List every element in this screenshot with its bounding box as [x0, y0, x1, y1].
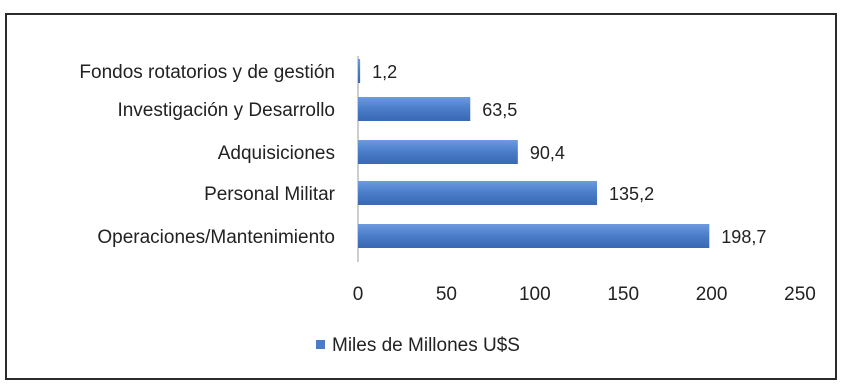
data-label: 90,4 [530, 143, 565, 163]
data-label: 63,5 [482, 100, 517, 120]
x-tick-label: 50 [436, 284, 457, 305]
x-tick-label: 200 [696, 284, 728, 305]
data-label: 135,2 [609, 184, 654, 204]
legend-label: Miles de Millones U$S [332, 335, 520, 356]
legend: Miles de Millones U$S [316, 335, 520, 356]
bar [358, 97, 471, 121]
x-tick-label: 250 [784, 284, 816, 305]
x-tick-label: 150 [607, 284, 639, 305]
x-axis-ticks: 0 50 100 150 200 250 [353, 284, 816, 305]
x-tick-label: 0 [353, 284, 364, 305]
category-label: Personal Militar [204, 184, 336, 205]
bar [358, 140, 518, 164]
category-label: Investigación y Desarrollo [117, 100, 335, 121]
bar [358, 59, 361, 83]
category-label: Adquisiciones [218, 143, 335, 164]
category-label: Operaciones/Mantenimiento [97, 227, 335, 248]
legend-swatch [316, 340, 325, 349]
data-label: 1,2 [372, 62, 397, 82]
x-tick-label: 100 [519, 284, 551, 305]
data-label: 198,7 [721, 227, 766, 247]
bars-layer: Fondos rotatorios y de gestión 1,2 Investi… [79, 59, 766, 248]
category-label: Fondos rotatorios y de gestión [79, 62, 335, 83]
bar [358, 224, 710, 248]
bar [358, 181, 598, 205]
